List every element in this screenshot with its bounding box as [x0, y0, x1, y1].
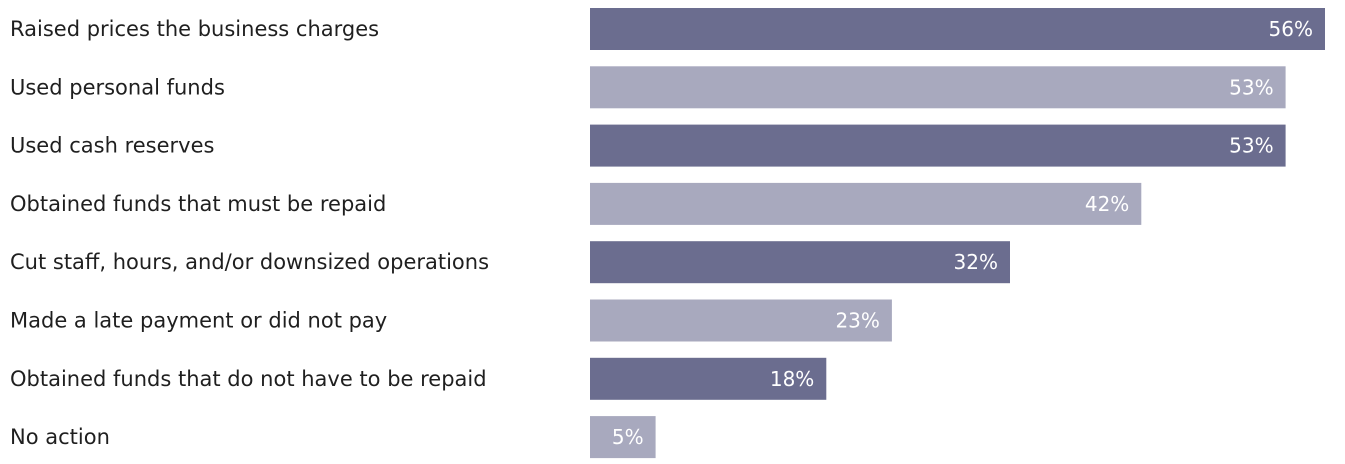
bars-group: Raised prices the business charges 56% Use…: [10, 8, 1325, 459]
value-label: 23%: [835, 309, 879, 333]
bar: [590, 66, 1286, 109]
value-label: 18%: [770, 367, 814, 391]
value-label: 53%: [1229, 75, 1273, 99]
category-label: Raised prices the business charges: [10, 17, 379, 41]
category-label: Used personal funds: [10, 75, 225, 99]
category-label: Obtained funds that do not have to be re…: [10, 367, 487, 391]
value-label: 32%: [954, 250, 998, 274]
category-label: Used cash reserves: [10, 134, 214, 158]
bar: [590, 357, 827, 400]
value-label: 5%: [612, 425, 644, 449]
bar: [590, 8, 1325, 50]
category-label: Obtained funds that must be repaid: [10, 192, 386, 216]
category-label: Cut staff, hours, and/or downsized opera…: [10, 250, 489, 274]
bar: [590, 182, 1142, 225]
value-label: 42%: [1085, 192, 1129, 216]
value-label: 56%: [1269, 17, 1313, 41]
category-label: No action: [10, 425, 110, 449]
bar: [590, 416, 656, 459]
category-label: Made a late payment or did not pay: [10, 309, 387, 333]
bar: [590, 241, 1010, 284]
value-label: 53%: [1229, 134, 1273, 158]
bar: [590, 124, 1286, 167]
bar: [590, 299, 892, 342]
